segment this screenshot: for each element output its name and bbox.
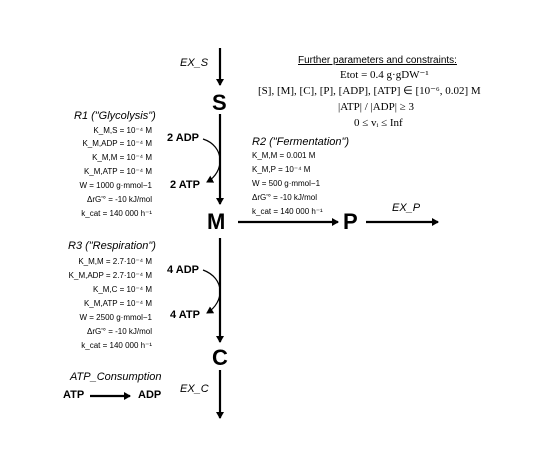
r1-param: k_cat = 140 000 h⁻¹ xyxy=(81,209,152,218)
r3-cofactor-out: 4 ATP xyxy=(170,309,200,321)
r1-cofactor-out: 2 ATP xyxy=(170,179,200,191)
atp-consumption-left: ATP xyxy=(63,389,85,401)
r3-param: k_cat = 140 000 h⁻¹ xyxy=(81,341,152,350)
r2-param: K_M,P = 10⁻⁴ M xyxy=(252,165,311,174)
label-ex-c: EX_C xyxy=(180,383,209,395)
r1-param: ΔrG'° = -10 kJ/mol xyxy=(87,195,152,204)
constraint-line: Etot = 0.4 g·gDW⁻¹ xyxy=(340,69,429,81)
constraints-title: Further parameters and constraints: xyxy=(298,55,457,66)
r2-param: k_cat = 140 000 h⁻¹ xyxy=(252,207,323,216)
r1-title: R1 ("Glycolysis") xyxy=(74,110,156,122)
r3-param: ΔrG'° = -10 kJ/mol xyxy=(87,327,152,336)
r3-cofactor-in: 4 ADP xyxy=(167,264,199,276)
r1-param: W = 1000 g·mmol−1 xyxy=(79,181,152,190)
label-ex-s: EX_S xyxy=(180,57,209,69)
arrow-r1-cofactor xyxy=(202,138,221,183)
r3-param: K_M,C = 10⁻⁴ M xyxy=(92,285,152,294)
node-s: S xyxy=(212,90,227,115)
constraint-line: [S], [M], [C], [P], [ADP], [ATP] ∈ [10⁻⁶… xyxy=(258,85,481,97)
label-ex-p: EX_P xyxy=(392,202,421,214)
node-m: M xyxy=(207,209,226,234)
node-c: C xyxy=(212,345,228,370)
constraint-line: |ATP| / |ADP| ≥ 3 xyxy=(338,101,414,113)
r1-cofactor-in: 2 ADP xyxy=(167,132,199,144)
atp-consumption-right: ADP xyxy=(138,389,162,401)
arrow-r3-cofactor xyxy=(202,269,221,314)
r1-param: K_M,ATP = 10⁻⁴ M xyxy=(83,167,152,176)
r3-title: R3 ("Respiration") xyxy=(68,240,156,252)
constraint-line: 0 ≤ vᵢ ≤ Inf xyxy=(354,117,403,129)
r2-param: W = 500 g·mmol−1 xyxy=(252,179,321,188)
r2-param: K_M,M = 0.001 M xyxy=(252,151,316,160)
r2-title: R2 ("Fermentation") xyxy=(252,136,350,148)
r2-param: ΔrG'° = -10 kJ/mol xyxy=(252,193,317,202)
node-p: P xyxy=(343,209,358,234)
atp-consumption-title: ATP_Consumption xyxy=(70,371,162,383)
r1-param: K_M,S = 10⁻⁴ M xyxy=(93,126,152,135)
r3-param: K_M,ATP = 10⁻⁴ M xyxy=(83,299,152,308)
r1-param: K_M,M = 10⁻⁴ M xyxy=(92,153,152,162)
r1-param: K_M,ADP = 10⁻⁴ M xyxy=(82,139,152,148)
r3-param: K_M,M = 2.7·10⁻⁴ M xyxy=(78,257,152,266)
r3-param: W = 2500 g·mmol−1 xyxy=(79,313,152,322)
r3-param: K_M,ADP = 2.7·10⁻⁴ M xyxy=(68,271,152,280)
